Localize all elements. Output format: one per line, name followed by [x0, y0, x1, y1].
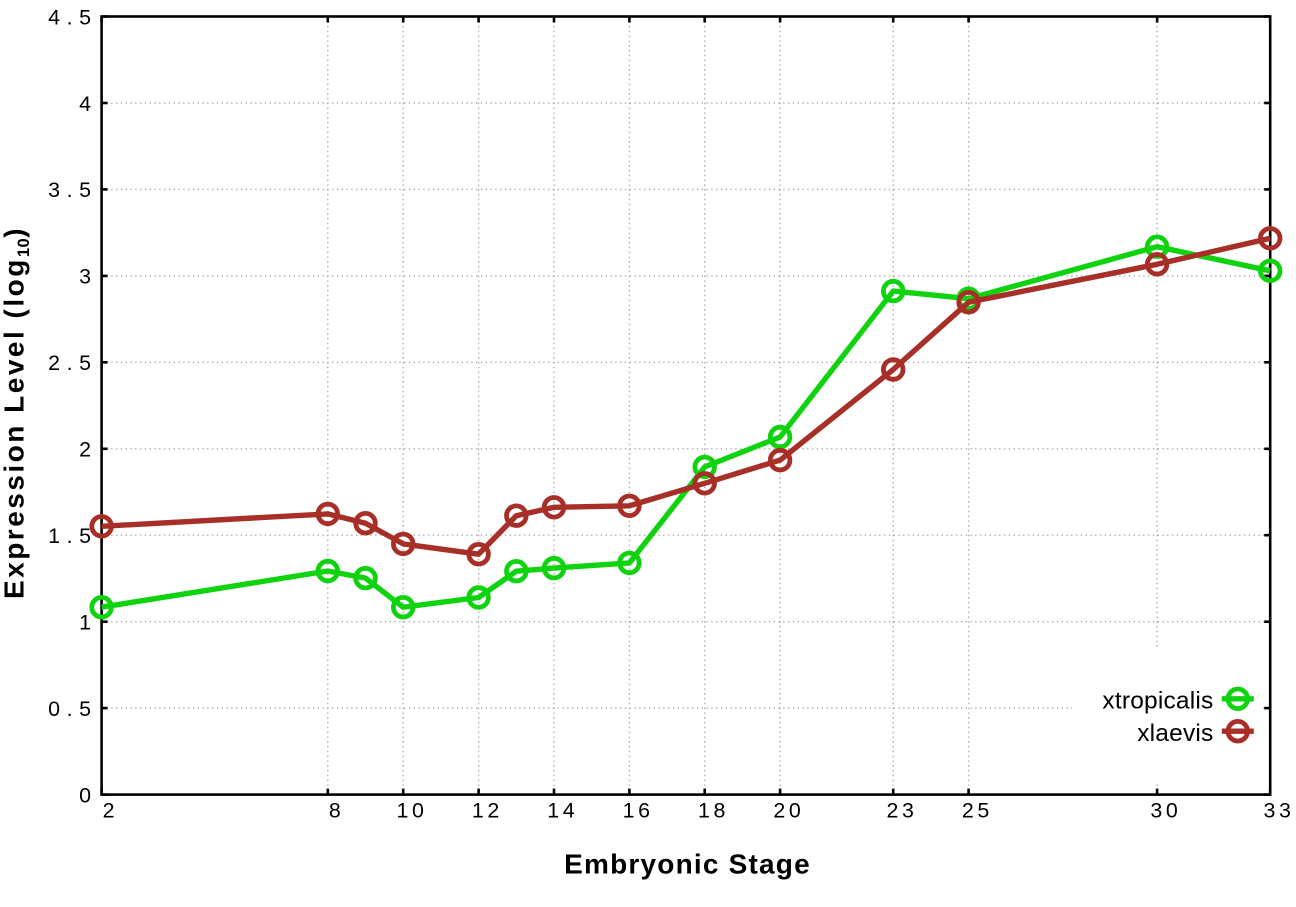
svg-text:xtropicalis: xtropicalis — [1102, 688, 1213, 715]
svg-text:.: . — [67, 5, 73, 29]
svg-text:5: 5 — [977, 798, 989, 822]
svg-text:1: 1 — [623, 798, 635, 822]
svg-text:2: 2 — [48, 351, 60, 375]
svg-text:4: 4 — [563, 798, 575, 822]
svg-text:0: 0 — [1166, 798, 1178, 822]
svg-text:2: 2 — [962, 798, 974, 822]
svg-text:.: . — [67, 351, 73, 375]
svg-text:3: 3 — [1279, 798, 1291, 822]
svg-text:5: 5 — [79, 524, 91, 548]
svg-text:.: . — [67, 524, 73, 548]
svg-text:1: 1 — [79, 610, 91, 634]
svg-text:.: . — [67, 178, 73, 202]
svg-text:1: 1 — [547, 798, 559, 822]
svg-text:.: . — [67, 697, 73, 721]
svg-text:5: 5 — [79, 178, 91, 202]
svg-text:4: 4 — [79, 92, 91, 116]
svg-text:Embryonic Stage: Embryonic Stage — [564, 848, 811, 879]
svg-text:0: 0 — [412, 798, 424, 822]
svg-text:1: 1 — [472, 798, 484, 822]
svg-text:0: 0 — [789, 798, 801, 822]
svg-text:3: 3 — [48, 178, 60, 202]
svg-text:2: 2 — [773, 798, 785, 822]
svg-text:xlaevis: xlaevis — [1137, 720, 1213, 747]
svg-text:1: 1 — [698, 798, 710, 822]
svg-text:Expression Level (log10): Expression Level (log10) — [0, 226, 33, 599]
svg-text:1: 1 — [48, 524, 60, 548]
svg-text:1: 1 — [396, 798, 408, 822]
svg-text:3: 3 — [902, 798, 914, 822]
svg-text:5: 5 — [79, 5, 91, 29]
svg-text:5: 5 — [79, 351, 91, 375]
svg-text:2: 2 — [103, 798, 115, 822]
svg-text:4: 4 — [48, 5, 60, 29]
svg-text:5: 5 — [79, 697, 91, 721]
svg-text:3: 3 — [1263, 798, 1275, 822]
svg-text:3: 3 — [79, 265, 91, 289]
svg-text:2: 2 — [487, 798, 499, 822]
svg-text:3: 3 — [1150, 798, 1162, 822]
svg-text:6: 6 — [638, 798, 650, 822]
svg-text:0: 0 — [48, 697, 60, 721]
svg-text:8: 8 — [329, 798, 341, 822]
svg-text:2: 2 — [887, 798, 899, 822]
svg-text:0: 0 — [79, 783, 91, 807]
svg-text:2: 2 — [79, 438, 91, 462]
svg-text:8: 8 — [714, 798, 726, 822]
